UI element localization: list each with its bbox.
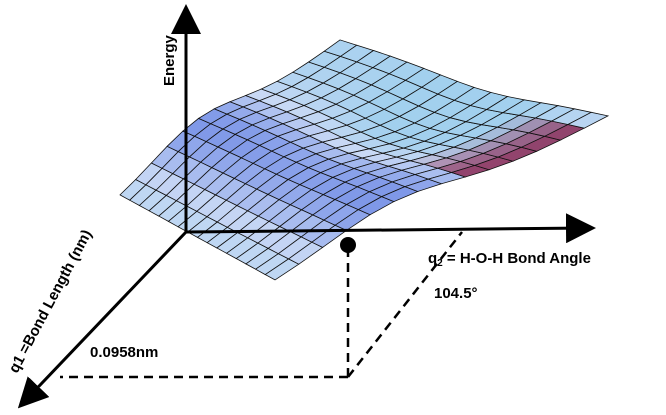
energy-surface-mesh xyxy=(119,39,610,281)
q1-axis-label: q1 =Bond Length (nm) xyxy=(6,227,96,376)
energy-axis-label: Energy xyxy=(161,34,178,86)
minimum-projection-lines xyxy=(60,231,463,379)
q2-axis-label-prefix: q xyxy=(428,250,437,267)
q2-axis-label-subscript: 2 xyxy=(437,258,443,269)
bond-length-value-label: 0.0958nm xyxy=(90,344,158,361)
q2-axis-arrow xyxy=(185,213,596,244)
surface-mesh-cell xyxy=(566,111,610,129)
axes-group xyxy=(17,4,596,409)
energy-minimum-point xyxy=(340,237,356,253)
projection-to-q2 xyxy=(347,231,463,378)
q1-axis-arrow xyxy=(17,230,188,409)
q2-axis-label: q2 = H-O-H Bond Angle xyxy=(428,250,591,269)
bond-angle-value-label: 104.5° xyxy=(434,285,478,302)
q2-axis-label-rest: = H-O-H Bond Angle xyxy=(443,250,591,267)
